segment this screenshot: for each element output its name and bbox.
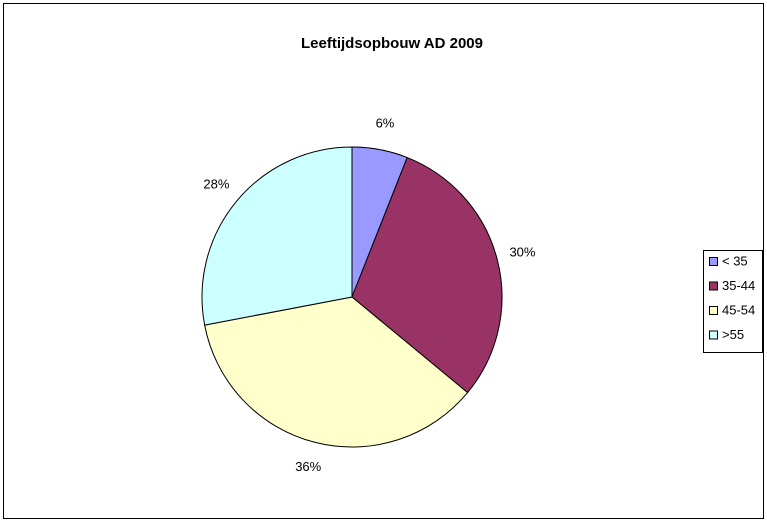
pie-slice [204,296,469,448]
legend-label: >55 [722,327,744,342]
legend-label: 45-54 [722,302,755,317]
legend-label: 35-44 [722,278,755,293]
legend-swatch [709,330,718,340]
data-label: 36% [295,459,321,474]
data-label: 6% [376,116,395,131]
legend-swatch [709,257,718,266]
legend-swatch [709,281,718,291]
pie-slice [201,146,353,326]
legend-label: < 35 [722,253,748,268]
chart-title: Leeftijdsopbouw AD 2009 [301,35,483,52]
data-label: 30% [509,245,535,260]
data-label: 28% [203,176,229,191]
pie-slice [351,156,503,394]
legend-swatch [709,306,718,315]
